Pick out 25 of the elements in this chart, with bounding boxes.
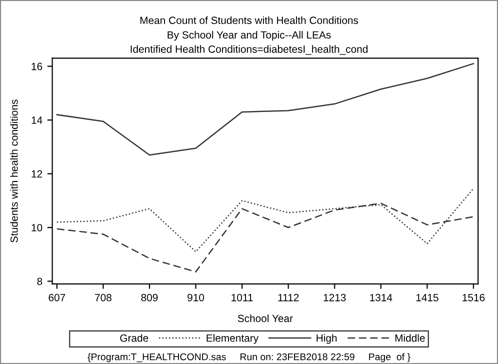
x-tick-label: 1415	[416, 294, 438, 302]
y-tick-label: 8	[37, 278, 42, 286]
x-tick-label: 1213	[324, 294, 346, 302]
x-tick-label: 708	[95, 294, 112, 302]
chart-subtitle: By School Year and Topic--All LEAs Identified Health Conditions=diabetesI_health_cond	[130, 30, 368, 55]
chart-title: Mean Count of Students with Health Conditions	[140, 16, 358, 24]
x-tick-label: 1516	[462, 294, 485, 302]
x-tick-label: 1112	[278, 294, 299, 302]
legend-label: Elementary	[206, 334, 259, 344]
text: {Program:T_HEALTHCOND.sas Run on: 23FEB2018 22:59 Page of }	[88, 353, 410, 362]
x-axis-title: School Year	[238, 314, 293, 322]
y-tick-label: 12	[32, 170, 42, 178]
legend-title: Grade	[120, 334, 148, 342]
y-axis-title: Students with health conditions	[10, 100, 18, 242]
x-tick-label: 607	[48, 294, 66, 302]
x-tick-label: 910	[188, 294, 204, 302]
y-tick-label: 14	[32, 116, 42, 124]
x-tick-label: 809	[141, 294, 158, 302]
y-tick-label: 16	[32, 62, 42, 70]
legend-label: Middle	[395, 334, 425, 342]
legend-label: High	[316, 334, 337, 344]
line-series	[56, 62, 474, 156]
x-tick-label: 1011	[232, 294, 253, 302]
x-tick-label: 1314	[370, 294, 392, 302]
y-tick-label: 10	[32, 224, 42, 232]
